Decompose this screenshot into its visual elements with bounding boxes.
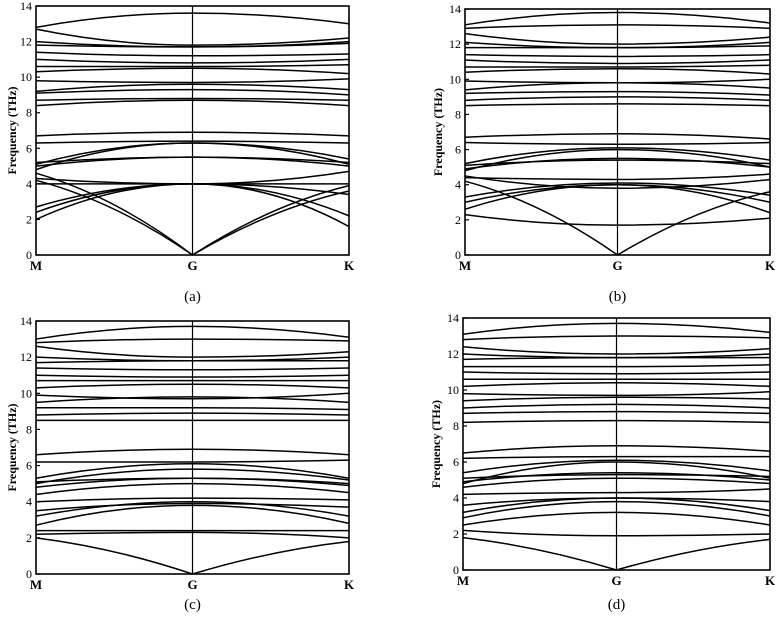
y-tick-label: 8 [453,419,459,433]
y-tick-label: 6 [26,459,32,473]
y-axis-label: Frequency (THz) [5,86,19,174]
panel-caption: (b) [609,289,627,305]
y-axis-label: Frequency (THz) [429,400,443,488]
panel-caption: (d) [608,597,626,613]
y-tick-label: 14 [20,0,32,13]
y-tick-label: 6 [453,455,459,469]
x-tick-label: M [30,258,42,273]
y-tick-label: 12 [447,347,459,361]
x-tick-label: G [187,258,197,273]
y-tick-label: 14 [447,311,459,325]
y-axis-label: Frequency (THz) [5,403,19,491]
x-tick-label: G [187,577,197,592]
y-tick-label: 8 [26,422,32,436]
y-tick-label: 14 [449,2,461,16]
y-tick-label: 0 [455,248,461,262]
y-tick-label: 4 [26,177,32,191]
y-tick-label: 12 [20,35,32,49]
x-tick-label: G [612,258,622,273]
y-tick-label: 2 [26,212,32,226]
y-tick-label: 4 [26,495,32,509]
y-tick-label: 0 [453,563,459,577]
y-tick-label: 4 [455,178,461,192]
y-tick-label: 12 [449,37,461,51]
x-tick-label: M [30,577,42,592]
y-tick-label: 12 [20,350,32,364]
panel-caption: (a) [184,289,201,305]
y-tick-label: 2 [26,531,32,545]
y-tick-label: 6 [455,143,461,157]
y-tick-label: 2 [453,527,459,541]
y-tick-label: 8 [455,107,461,121]
panel-a: 0 2 4 6 8 10 12 14 M G K Frequency (THz) (a) [5,0,355,305]
x-tick-label: M [457,573,469,588]
panel-d: 0 2 4 6 8 10 12 14 M G K Frequency (THz) (d) [429,311,776,613]
panel-b: 0 2 4 6 8 10 12 14 M G K Frequency (THz) (b) [431,2,776,305]
y-tick-label: 10 [20,386,32,400]
y-tick-label: 0 [26,248,32,262]
x-tick-label: G [611,573,621,588]
y-tick-label: 10 [20,70,32,84]
panel-c: 0 2 4 6 8 10 12 14 M G K Frequency (THz) (c) [5,314,355,613]
y-tick-label: 0 [26,567,32,581]
y-axis-label: Frequency (THz) [431,88,445,176]
y-tick-label: 10 [449,72,461,86]
y-tick-label: 10 [447,383,459,397]
x-tick-label: K [344,258,355,273]
panel-caption: (c) [184,597,201,613]
y-tick-label: 14 [20,314,32,328]
x-tick-label: M [459,258,471,273]
x-tick-label: K [765,258,776,273]
y-tick-label: 6 [26,141,32,155]
x-tick-label: K [344,577,355,592]
x-tick-label: K [765,573,776,588]
y-tick-label: 2 [455,213,461,227]
y-tick-label: 4 [453,491,459,505]
y-tick-label: 8 [26,106,32,120]
